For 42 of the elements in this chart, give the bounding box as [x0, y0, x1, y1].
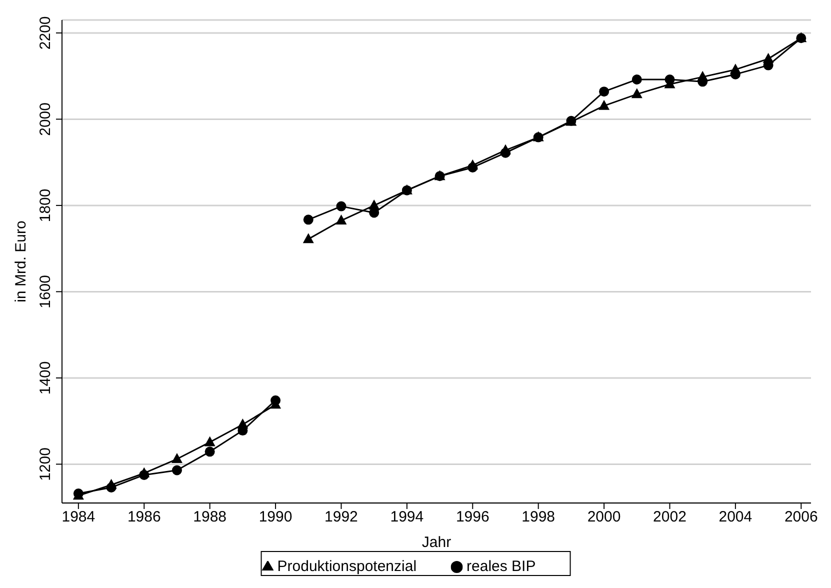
x-tick-label: 1996 — [456, 508, 490, 526]
point — [598, 100, 610, 110]
point — [171, 453, 182, 464]
y-tick-label: 1200 — [37, 448, 54, 481]
point — [204, 446, 215, 457]
x-tick-label: 2000 — [587, 508, 621, 526]
point — [632, 74, 642, 85]
y-tick-label: 2200 — [37, 16, 54, 50]
y-tick-label: 1800 — [37, 188, 54, 222]
x-tick-label: 2004 — [718, 508, 752, 526]
point — [336, 214, 347, 225]
point — [500, 144, 511, 154]
point — [599, 86, 610, 97]
point — [204, 436, 216, 446]
y-tick-label: 2000 — [37, 102, 54, 136]
y-axis-title: in Mrd. Euro — [12, 220, 30, 302]
x-tick-label: 1990 — [258, 508, 292, 526]
point — [336, 201, 346, 212]
y-tick-label: 1400 — [37, 361, 54, 395]
point — [106, 478, 117, 489]
point — [302, 233, 314, 244]
x-tick-label: 1984 — [62, 508, 96, 526]
x-tick-label: 1986 — [127, 508, 161, 526]
point — [368, 199, 380, 210]
point — [730, 64, 741, 74]
point — [697, 70, 708, 81]
x-tick-label: 2002 — [653, 508, 686, 526]
point — [631, 88, 642, 98]
legend-label: reales BIP — [466, 558, 536, 575]
point — [237, 418, 248, 429]
x-tick-label: 1992 — [324, 508, 358, 526]
y-tick-label: 1600 — [37, 275, 54, 308]
x-tick-label: 2006 — [784, 508, 818, 526]
x-axis-title: Jahr — [422, 534, 452, 551]
point — [172, 465, 182, 476]
point — [138, 467, 150, 478]
x-tick-label: 1988 — [193, 508, 227, 526]
x-tick-label: 1998 — [522, 508, 556, 526]
point — [303, 214, 314, 225]
legend-label: Produktionspotenzial — [277, 558, 417, 575]
x-tick-label: 1994 — [390, 508, 424, 526]
point — [762, 52, 774, 63]
